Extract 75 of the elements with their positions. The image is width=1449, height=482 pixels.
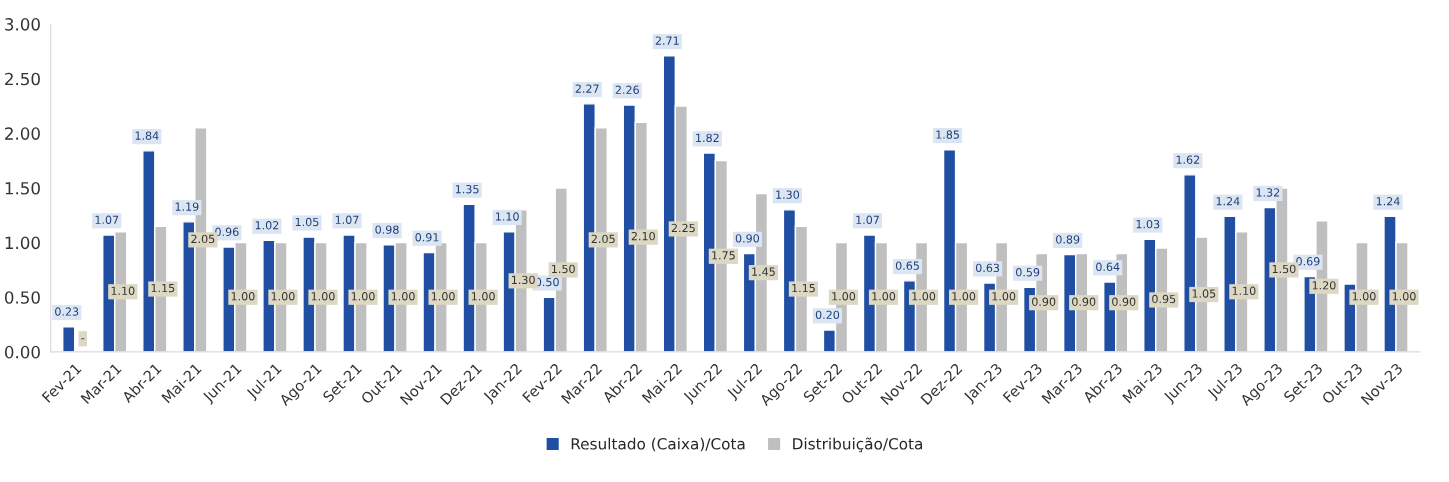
data-label: 2.10 [631,231,655,241]
data-label: 1.15 [151,284,175,293]
data-label: 1.07 [95,215,119,224]
data-label: 2.26 [615,85,639,94]
data-label: 0.69 [1296,257,1320,266]
data-label: 1.05 [1192,289,1216,298]
data-label: 0.23 [55,307,79,316]
y-tick-label: 2.50 [5,72,40,86]
data-label: 1.85 [936,130,959,139]
data-label: 2.05 [191,234,215,244]
data-label: 1.24 [1376,197,1400,206]
data-label: 0.90 [1112,297,1136,306]
data-label: 2.05 [591,234,615,244]
data-label: 1.75 [712,251,735,260]
data-label: 2.27 [575,84,599,93]
data-label: 1.03 [1136,219,1160,229]
data-label: 1.00 [271,292,295,301]
data-label: 1.19 [175,202,199,211]
data-label: 1.50 [552,264,575,274]
y-tick-label: 3.00 [5,18,40,31]
data-label: 2.71 [655,36,679,45]
data-label: 1.07 [856,215,879,224]
y-tick-label: 1.00 [5,236,40,250]
y-tick-label: 1.50 [5,181,40,195]
data-label: 1.00 [952,292,976,301]
legend-label: Resultado (Caixa)/Cota [571,437,745,452]
data-label: 1.00 [471,292,495,301]
y-tick-label: 0.00 [4,345,40,359]
data-label: 1.20 [1312,281,1336,290]
data-label: 1.30 [512,275,535,285]
data-label: 1.84 [135,131,159,140]
data-label: 1.02 [255,221,279,230]
data-label: 0.65 [895,261,919,270]
data-label: 0.91 [415,233,439,242]
data-label: 1.00 [992,292,1016,301]
data-label: 1.24 [1216,197,1240,206]
data-label: 0.98 [375,225,399,234]
data-label: 0.89 [1056,235,1080,244]
data-label: 0.95 [1152,294,1176,304]
text: - [81,338,85,340]
y-tick-label: 0.50 [4,291,40,304]
data-label: 1.62 [1176,155,1200,164]
data-label: 1.00 [872,292,896,301]
data-label: 1.00 [832,292,856,301]
data-label: 0.20 [815,310,840,320]
data-label: 1.50 [1272,264,1296,274]
data-label: 1.10 [496,212,519,221]
data-label: 1.00 [311,292,335,301]
data-label: 1.00 [351,292,375,301]
data-label: 0.64 [1096,262,1120,271]
data-label: 1.00 [912,292,936,301]
legend-label: Distribuição/Cota [793,437,923,453]
data-label: 1.07 [335,215,359,224]
data-label: 0.90 [1072,297,1096,306]
data-label: 2.25 [671,223,695,233]
data-label: 0.90 [1032,297,1056,306]
data-label: 1.82 [696,133,719,143]
data-label: 1.10 [111,286,135,295]
data-label: 0.90 [735,234,760,243]
data-label: 1.45 [752,267,775,276]
data-label: 1.10 [1232,286,1256,295]
data-label: 1.15 [792,284,815,293]
data-label: 1.35 [455,184,479,194]
data-label: 1.00 [231,292,255,301]
data-label: 1.00 [431,292,455,301]
data-label: 0.96 [215,227,239,236]
data-label: 1.30 [776,190,800,199]
y-tick-label: 2.00 [5,127,40,140]
data-label: 0.59 [1016,268,1040,277]
data-label: 1.32 [1256,188,1280,197]
data-label: 1.05 [295,217,319,227]
data-label: 0.63 [975,263,1000,273]
data-label: 1.00 [1352,292,1376,301]
data-label: 1.00 [1392,292,1416,301]
data-label: 1.00 [391,292,415,301]
